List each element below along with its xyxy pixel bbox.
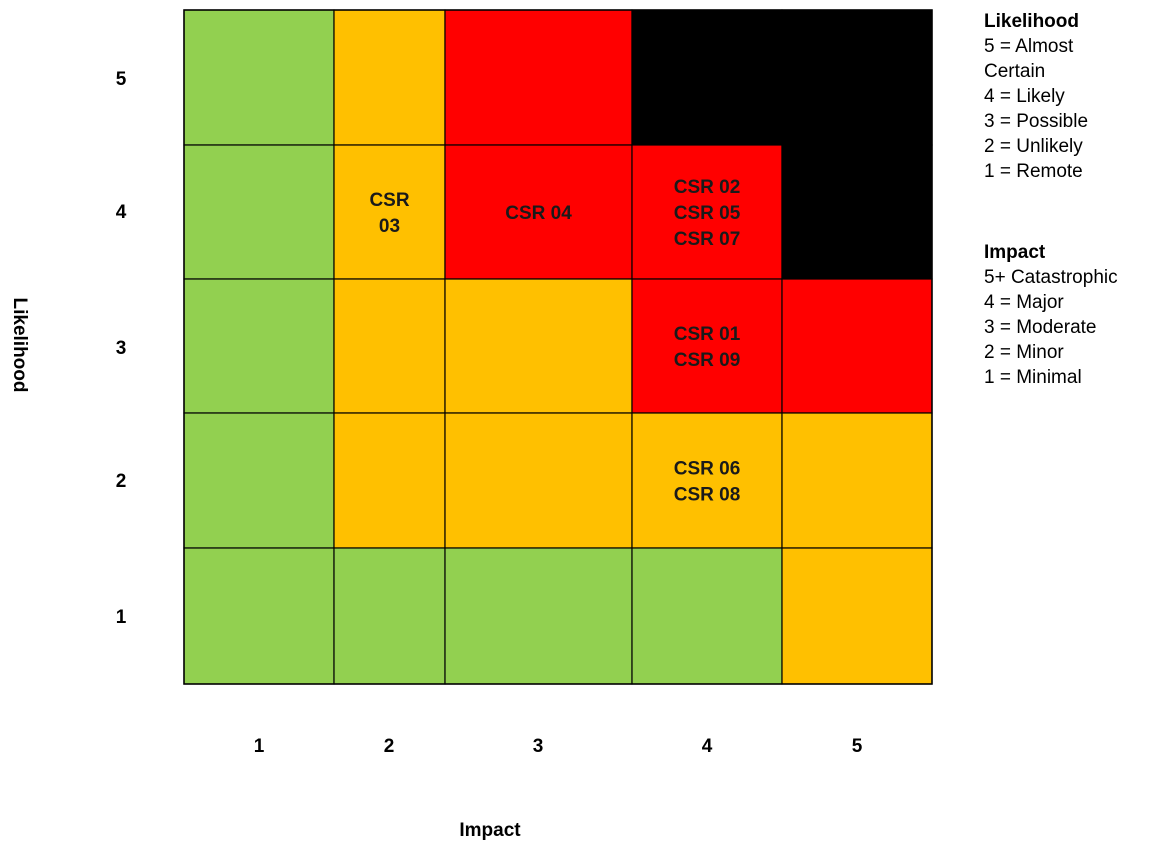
x-tick-label: 4 <box>702 736 713 757</box>
heatmap-cells <box>183 9 933 685</box>
impact-legend-item: 1 = Minimal <box>984 367 1082 388</box>
cell-label: CSR 01 <box>674 324 741 345</box>
likelihood-legend-title: Likelihood <box>984 11 1079 32</box>
impact-legend-item: 4 = Major <box>984 292 1064 313</box>
heatmap-cell-4-3 <box>444 144 633 280</box>
heatmap-cell-3-3 <box>444 278 633 414</box>
likelihood-legend-item: 1 = Remote <box>984 161 1083 182</box>
impact-legend-item: 2 = Minor <box>984 342 1064 363</box>
y-tick-label: 1 <box>116 607 127 628</box>
x-tick-label: 5 <box>852 736 863 757</box>
heatmap-cell-2-2 <box>333 412 446 549</box>
heatmap-cell-2-4 <box>631 412 783 549</box>
cell-label: 03 <box>379 216 400 237</box>
heatmap-cell-1-5 <box>781 547 933 685</box>
heatmap-cell-5-2 <box>333 9 446 146</box>
heatmap-cell-5-1 <box>183 9 335 146</box>
heatmap-cell-2-1 <box>183 412 335 549</box>
heatmap-cell-3-2 <box>333 278 446 414</box>
heatmap-cell-5-3 <box>444 9 633 146</box>
legend: Likelihood 5 = Almost Certain 4 = Likely… <box>984 9 1154 390</box>
impact-legend-title: Impact <box>984 242 1046 263</box>
heatmap-cell-3-1 <box>183 278 335 414</box>
cell-label: CSR 07 <box>674 229 741 250</box>
likelihood-legend-item: 5 = Almost <box>984 36 1074 57</box>
heatmap-cell-1-1 <box>183 547 335 685</box>
heatmap-cell-2-5 <box>781 412 933 549</box>
heatmap-cell-5-5 <box>781 9 933 146</box>
impact-legend: Impact 5+ Catastrophic 4 = Major 3 = Mod… <box>984 240 1154 390</box>
x-tick-label: 2 <box>384 736 395 757</box>
impact-legend-item: 3 = Moderate <box>984 317 1097 338</box>
matrix-frame <box>183 9 933 685</box>
x-axis-title: Impact <box>459 820 521 841</box>
heatmap-cell-4-2 <box>333 144 446 280</box>
x-tick-label: 1 <box>254 736 265 757</box>
y-tick-label: 5 <box>116 69 127 90</box>
cell-label: CSR <box>369 190 409 211</box>
heatmap-cell-4-5 <box>781 144 933 280</box>
cell-label: CSR 02 <box>674 177 741 198</box>
heatmap-cell-3-5 <box>781 278 933 414</box>
likelihood-legend-item: 2 = Unlikely <box>984 136 1083 157</box>
heatmap-cell-4-1 <box>183 144 335 280</box>
heatmap-cell-1-4 <box>631 547 783 685</box>
likelihood-legend-item: 3 = Possible <box>984 111 1089 132</box>
heatmap-cell-2-3 <box>444 412 633 549</box>
likelihood-legend-item: 4 = Likely <box>984 86 1065 107</box>
likelihood-legend: Likelihood 5 = Almost Certain 4 = Likely… <box>984 9 1154 184</box>
heatmap-cell-1-3 <box>444 547 633 685</box>
y-axis-title: Likelihood <box>9 298 30 393</box>
cell-label: CSR 08 <box>674 485 741 506</box>
cell-label: CSR 06 <box>674 459 741 480</box>
axis-ticks: 1 2 3 4 5 1 2 3 4 5 <box>116 69 863 757</box>
likelihood-legend-item: Certain <box>984 61 1046 82</box>
y-tick-label: 4 <box>116 202 127 223</box>
heatmap-cell-1-2 <box>333 547 446 685</box>
heatmap-cell-5-4 <box>631 9 783 146</box>
impact-legend-item: 5+ Catastrophic <box>984 267 1118 288</box>
y-tick-label: 3 <box>116 338 127 359</box>
cell-label: CSR 04 <box>505 203 572 224</box>
heatmap-cell-3-4 <box>631 278 783 414</box>
cell-labels: CSR 03 CSR 04 CSR 02 CSR 05 CSR 07 CSR 01 CSR 0… <box>369 177 740 506</box>
y-tick-label: 2 <box>116 471 127 492</box>
cell-label: CSR 09 <box>674 350 741 371</box>
cell-label: CSR 05 <box>674 203 741 224</box>
x-tick-label: 3 <box>533 736 544 757</box>
